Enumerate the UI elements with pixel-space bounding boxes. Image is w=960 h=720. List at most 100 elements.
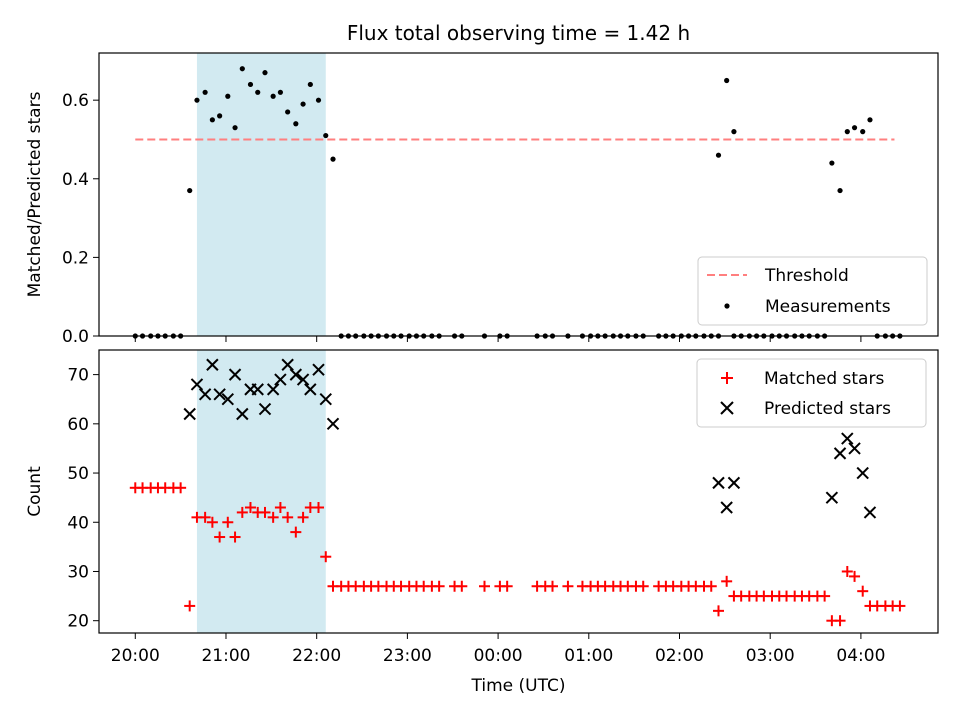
ratio-legend: Threshold Measurements [697, 256, 928, 326]
predicted-stars-point [274, 373, 287, 386]
matched-stars-point [297, 511, 309, 523]
ratio-y-axis-label: Matched/Predicted stars [25, 91, 45, 297]
measurements-legend-swatch [724, 303, 730, 309]
measurements-point [837, 187, 843, 194]
matched-stars-point [841, 565, 853, 577]
y-tick-label: 20 [67, 612, 89, 632]
matched-stars-point [206, 516, 218, 528]
count-shaded-interval [196, 350, 326, 633]
predicted-stars-point [266, 383, 280, 396]
matched-stars-point [313, 501, 325, 513]
measurements-point [829, 160, 835, 166]
x-tick-label: 02:00 [655, 646, 704, 666]
predicted-stars-point [289, 368, 303, 381]
matched-stars-point [456, 580, 468, 592]
y-tick-label: 0.6 [62, 91, 89, 111]
threshold-legend-label: Threshold [764, 266, 849, 286]
matched-stars-point [259, 506, 271, 518]
matched-stars-point [819, 590, 831, 602]
matched-stars-point [222, 516, 234, 528]
measurements-point [232, 125, 238, 131]
measurements-point [277, 89, 284, 95]
y-tick-label: 40 [67, 513, 89, 533]
matched-stars-point [175, 482, 187, 494]
matched-stars-point [267, 511, 279, 523]
measurements-point [187, 187, 193, 194]
matched-stars-point [236, 506, 248, 518]
predicted-stars-point [727, 476, 741, 490]
measurements-point [225, 93, 231, 99]
measurements-point [293, 121, 299, 127]
predicted-stars-point [856, 466, 869, 480]
predicted-stars-point [236, 407, 249, 421]
measurements-legend-label: Measurements [765, 297, 891, 317]
measurements-point [330, 156, 336, 162]
ratio-panel: 0.0 0.2 0.4 0.6 Matched/Predicted stars Thr… [25, 52, 939, 347]
matched-stars-point [894, 600, 906, 612]
matched-stars-point [199, 511, 211, 523]
predicted-stars-point [712, 476, 725, 490]
measurements-point [217, 113, 223, 119]
matched-stars-point [229, 531, 241, 543]
matched-stars-point [857, 585, 869, 597]
measurements-point [724, 77, 730, 84]
ratio-shaded-interval [196, 53, 326, 336]
ratio-plot-frame [98, 52, 939, 337]
predicted-stars-point [319, 393, 332, 406]
matched-stars-point [244, 501, 256, 513]
matched-stars-point [637, 580, 649, 592]
measurements-point [262, 70, 268, 76]
x-tick-label: 01:00 [564, 646, 613, 666]
predicted-stars-point [281, 358, 294, 371]
count-legend-box [696, 358, 927, 428]
matched-stars-point [562, 580, 574, 592]
measurements-point [202, 89, 208, 95]
predicted-stars-legend-swatch [720, 401, 734, 415]
predicted-stars-point [198, 388, 212, 401]
predicted-stars-point [296, 373, 310, 386]
predicted-stars-point [833, 447, 847, 460]
x-axis-label: Time (UTC) [471, 676, 566, 696]
x-tick-label: 21:00 [201, 646, 250, 666]
count-plot-frame [98, 349, 939, 634]
matched-stars-legend-swatch [721, 372, 733, 384]
measurements-point [315, 97, 322, 103]
predicted-stars-point [304, 383, 317, 396]
matched-stars-point [274, 501, 286, 513]
count-y-axis-label: Count [25, 466, 45, 517]
predicted-stars-point [312, 363, 325, 376]
x-tick-label: 23:00 [383, 646, 432, 666]
y-tick-label: 60 [67, 415, 89, 435]
matched-stars-point [320, 551, 332, 563]
predicted-stars-point [720, 501, 733, 514]
predicted-stars-legend-label: Predicted stars [764, 399, 891, 419]
count-legend: Matched stars Predicted stars [696, 358, 927, 428]
ratio-legend-box [697, 256, 928, 326]
matched-stars-point [433, 580, 445, 592]
predicted-stars-point [190, 378, 204, 391]
matched-stars-point [184, 600, 196, 612]
predicted-stars-point [206, 358, 219, 371]
x-tick-label: 22:00 [292, 646, 341, 666]
measurements-point [731, 129, 737, 135]
matched-stars-legend-label: Matched stars [764, 369, 884, 389]
predicted-stars-point [258, 402, 272, 416]
predicted-stars-point [213, 388, 226, 401]
matched-stars-point [214, 531, 226, 543]
predicted-stars-point [825, 491, 839, 504]
y-tick-label: 0.0 [62, 327, 89, 347]
y-tick-label: 30 [67, 562, 89, 582]
predicted-stars-point [326, 417, 340, 431]
matched-stars-point [290, 526, 302, 538]
measurements-point [194, 97, 200, 103]
measurements-point [255, 89, 261, 95]
matched-stars-point [547, 580, 559, 592]
y-tick-label: 0.2 [62, 248, 89, 268]
count-panel: 20 30 40 50 60 70 20:00 21:00 22:00 23:00 00:00 01… [25, 349, 939, 696]
measurements-point [715, 152, 722, 158]
x-tick-label: 04:00 [836, 646, 885, 666]
measurements-point [307, 81, 313, 88]
measurements-point [209, 117, 215, 123]
y-tick-label: 70 [67, 366, 89, 386]
